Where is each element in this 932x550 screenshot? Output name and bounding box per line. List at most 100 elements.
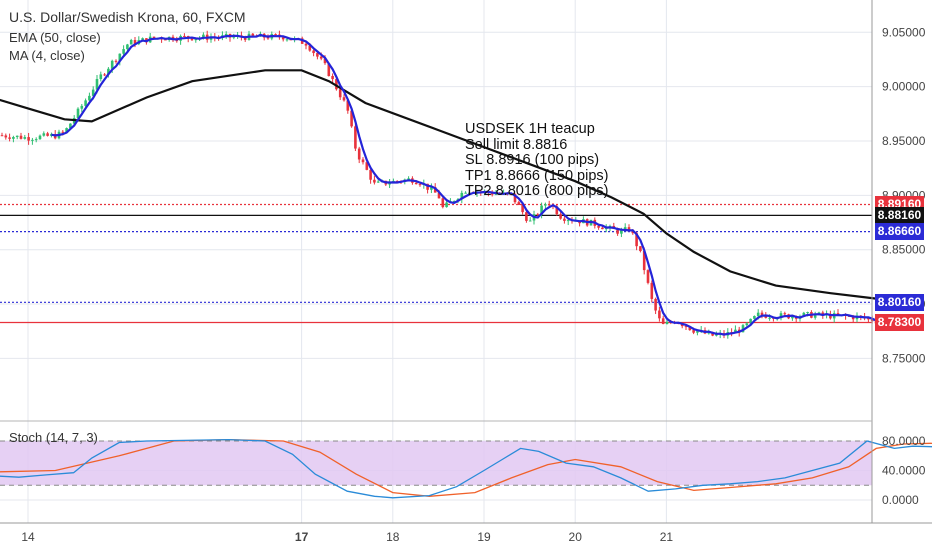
stoch-band-fill [0,441,872,486]
annotation-line: USDSEK 1H teacup [465,121,595,137]
candle-body [620,230,623,234]
candle-body [232,36,236,38]
candle-body [42,133,46,136]
candle-body [61,131,65,133]
candle-body [665,321,669,325]
candle-body [460,192,464,200]
ma-line [51,33,884,336]
candle-body [202,34,205,38]
price-levels [0,203,872,324]
candle-body [566,220,570,222]
candle-body [38,135,42,140]
candle-body [103,74,106,76]
ema-legend: EMA (50, close) [9,30,101,45]
annotation-line: TP2 8.8016 (800 pips) [465,183,609,199]
candle-body [468,192,471,194]
candle-body [464,192,467,194]
candle-body [536,214,540,216]
ema-line [0,69,877,300]
candle-body [327,63,331,77]
candle-body [749,318,752,324]
candle-body [597,225,600,228]
candle-body [107,68,110,75]
candle-body [414,182,418,185]
candle-body [430,187,433,190]
y-tick-label: 8.85000 [882,243,926,257]
candle-body [418,184,422,186]
candle-body [517,202,521,205]
candle-body [760,312,764,316]
candle-body [494,193,498,195]
candle-body [285,39,289,41]
y-tick-label: 8.95000 [882,134,926,148]
candle-body [802,312,806,317]
candle-body [357,148,361,160]
candle-body [654,298,657,311]
candle-body [829,313,832,319]
candle-body [650,282,654,299]
candle-body [31,139,34,141]
candle-body [369,169,372,180]
price-level-badge: 8.78300 [875,314,924,332]
candle-body [12,137,15,139]
candle-body [133,40,137,45]
x-axis-ticks: 14171819202124252627 [21,530,674,544]
candle-body [224,33,228,36]
candle-body [490,192,494,195]
candle-body [658,310,661,319]
candle-body [243,37,247,40]
stoch-k-line [0,438,932,499]
candle-body [95,79,99,90]
annotation-line: Sell limit 8.8816 [465,136,568,153]
candle-body [867,318,870,320]
candle-body [15,135,19,138]
chart-title: U.S. Dollar/Swedish Krona, 60, FXCM [9,9,246,25]
trade-annotation: USDSEK 1H teacup Sell limit 8.8816 SL 8.… [465,121,609,200]
candle-body [190,38,194,41]
candle-body [46,133,49,136]
candle-body [642,251,646,271]
y-tick-label: 9.00000 [882,80,926,94]
candle-body [312,50,315,54]
candle-body [513,193,517,203]
candle-body [91,89,95,96]
candle-body [122,49,125,54]
annotation-line: SL 8.8916 (100 pips) [465,152,600,168]
candle-body [4,135,8,138]
x-tick-label: 17 [295,530,309,544]
candle-body [559,214,562,219]
candle-body [304,43,308,46]
candle-body [791,316,794,319]
candle-body [194,38,198,41]
candle-body [354,126,357,149]
candle-body [23,137,27,139]
candle-body [734,329,737,334]
candle-body [433,187,437,193]
candle-body [623,227,627,231]
x-tick-label: 18 [386,530,400,544]
candle-body [696,331,699,333]
candle-body [445,202,448,208]
stoch-tick-label: 80.0000 [882,434,926,448]
candle-body [365,162,369,170]
candle-body [563,218,566,221]
price-level-badge: 8.88160 [875,206,924,224]
candle-body [544,204,547,206]
x-tick-label: 20 [569,530,583,544]
candle-body [152,36,156,39]
candle-body [661,318,665,325]
candle-body [19,135,23,139]
candle-body [373,179,376,183]
stoch-tick-label: 0.0000 [882,493,919,507]
candle-body [521,204,524,213]
candle-body [692,330,695,333]
candle-body [540,205,543,215]
stoch-overbought-oversold-band [0,440,872,486]
candle-body [452,200,456,202]
candle-body [361,159,365,163]
annotation-line: TP1 8.8666 (150 pips) [465,167,609,184]
candle-body [323,58,327,64]
x-tick-label: 21 [660,530,674,544]
candle-body [114,60,118,62]
